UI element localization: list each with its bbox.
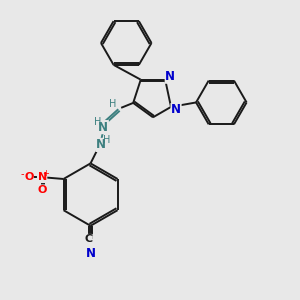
Text: C: C xyxy=(84,235,92,244)
Text: N: N xyxy=(171,103,181,116)
Text: N: N xyxy=(85,247,96,260)
Text: H: H xyxy=(94,117,101,127)
Text: N: N xyxy=(38,172,47,182)
Text: N: N xyxy=(96,138,106,152)
Text: O: O xyxy=(24,172,33,182)
Text: N: N xyxy=(98,121,108,134)
Text: +: + xyxy=(43,169,50,178)
Text: O: O xyxy=(38,185,47,195)
Text: -: - xyxy=(20,169,24,178)
Text: N: N xyxy=(165,70,175,83)
Text: H: H xyxy=(109,99,116,109)
Text: H: H xyxy=(103,135,111,145)
